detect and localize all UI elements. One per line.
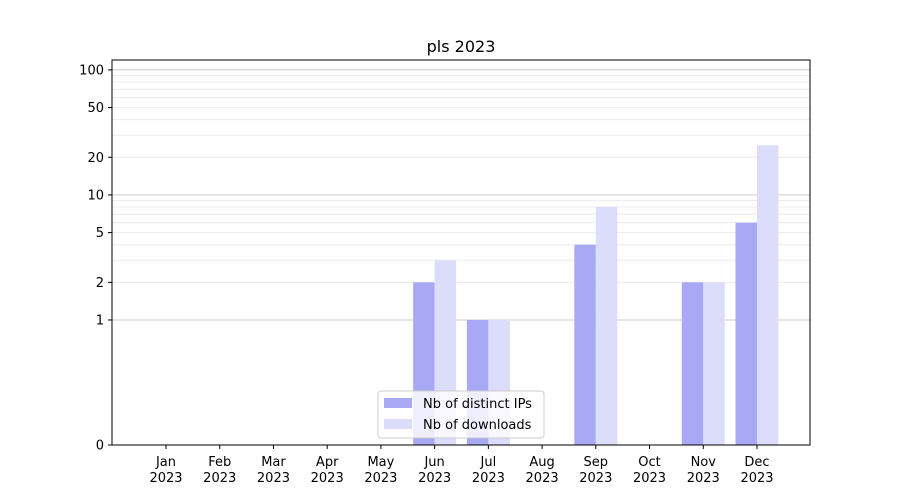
x-tick-label-month: Mar bbox=[261, 455, 286, 470]
plot-frame bbox=[111, 59, 811, 446]
y-tick-label: 50 bbox=[87, 101, 104, 116]
x-tick-label-year: 2023 bbox=[203, 471, 236, 486]
x-tick-label-year: 2023 bbox=[740, 471, 773, 486]
x-tick-label-year: 2023 bbox=[149, 471, 182, 486]
x-tick-label-month: May bbox=[367, 455, 394, 470]
x-tick-label-year: 2023 bbox=[579, 471, 612, 486]
x-tick-label-year: 2023 bbox=[633, 471, 666, 486]
bar-downloads bbox=[595, 207, 618, 445]
y-tick-label: 20 bbox=[87, 151, 104, 166]
x-tick-label-month: Sep bbox=[584, 455, 609, 470]
x-tick-label-month: Jul bbox=[480, 455, 497, 470]
x-tick-label-year: 2023 bbox=[364, 471, 397, 486]
x-tick-label-year: 2023 bbox=[257, 471, 290, 486]
legend: Nb of distinct IPs Nb of downloads bbox=[377, 390, 545, 439]
x-tick-label-month: Aug bbox=[529, 455, 554, 470]
legend-label-downloads: Nb of downloads bbox=[423, 418, 532, 433]
y-tick-label: 1 bbox=[96, 313, 104, 328]
y-tick-label: 2 bbox=[96, 276, 104, 291]
y-axis: 0 1 2 5 10 20 50 100 bbox=[79, 63, 112, 454]
y-tick-label: 100 bbox=[79, 63, 104, 78]
x-tick-label-month: Jan bbox=[155, 455, 176, 470]
x-tick-label-year: 2023 bbox=[311, 471, 344, 486]
x-tick-label-month: Nov bbox=[691, 455, 717, 470]
x-tick-label-year: 2023 bbox=[687, 471, 720, 486]
y-tick-label: 5 bbox=[96, 226, 104, 241]
grid-lines bbox=[112, 69, 810, 321]
y-tick-label: 10 bbox=[87, 188, 104, 203]
bar-distinct-ips bbox=[574, 244, 596, 445]
legend-swatch-distinct-ips bbox=[384, 398, 412, 408]
bar-downloads bbox=[703, 282, 725, 445]
x-tick-label-month: Apr bbox=[316, 455, 339, 470]
x-axis: Jan2023Feb2023Mar2023Apr2023May2023Jun20… bbox=[149, 445, 774, 486]
x-tick-label-month: Oct bbox=[638, 455, 660, 470]
x-tick-label-year: 2023 bbox=[472, 471, 505, 486]
bar-distinct-ips bbox=[735, 222, 757, 445]
x-tick-label-month: Feb bbox=[208, 455, 231, 470]
y-tick-label: 0 bbox=[96, 439, 104, 454]
x-tick-label-year: 2023 bbox=[418, 471, 451, 486]
legend-frame bbox=[377, 390, 545, 439]
x-tick-label-month: Jun bbox=[423, 455, 444, 470]
bar-distinct-ips bbox=[681, 282, 704, 445]
x-tick-label-month: Dec bbox=[744, 455, 769, 470]
chart-title: pls 2023 bbox=[427, 37, 496, 56]
bar-downloads bbox=[757, 145, 779, 445]
x-tick-label-year: 2023 bbox=[526, 471, 559, 486]
legend-swatch-downloads bbox=[384, 419, 412, 429]
legend-label-distinct-ips: Nb of distinct IPs bbox=[423, 397, 532, 412]
